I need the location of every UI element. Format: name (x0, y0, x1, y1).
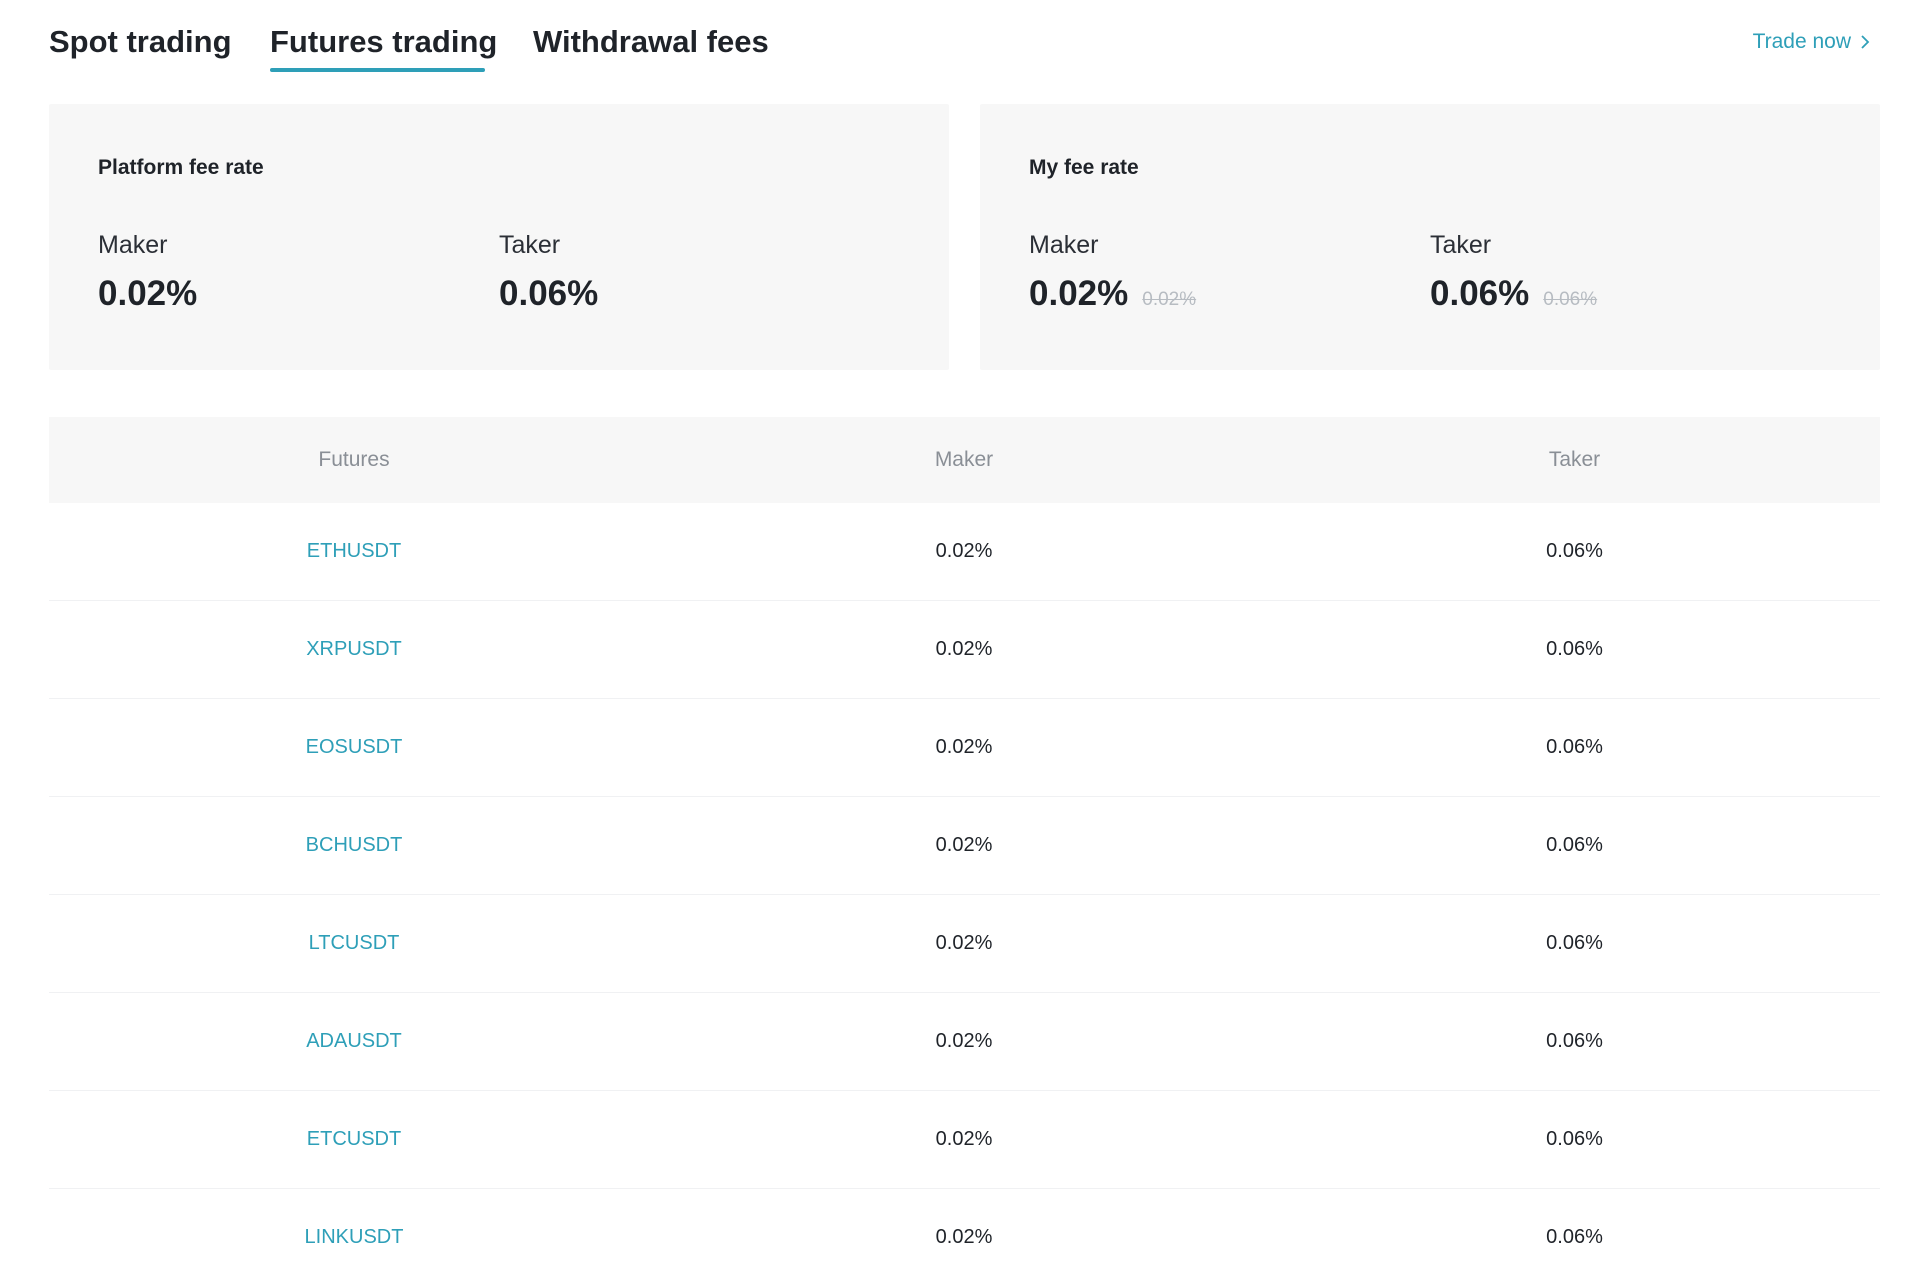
platform-maker-label: Maker (98, 231, 168, 259)
taker-cell: 0.06% (1546, 736, 1603, 758)
trade-now-label: Trade now (1752, 30, 1851, 53)
maker-cell: 0.02% (935, 1030, 993, 1052)
pair-link[interactable]: ETHUSDT (306, 540, 402, 562)
tab-withdrawal-fees[interactable]: Withdrawal fees (533, 24, 769, 59)
fee-tabs: Spot trading Futures trading Withdrawal … (49, 0, 1879, 80)
table-row: ADAUSDT 0.02% 0.06% (49, 993, 1880, 1091)
table-row: ETCUSDT 0.02% 0.06% (49, 1091, 1880, 1189)
trade-now-link[interactable]: Trade now (1753, 30, 1871, 54)
taker-cell: 0.06% (1546, 1226, 1603, 1248)
table-row: LTCUSDT 0.02% 0.06% (49, 895, 1880, 993)
my-maker-value: 0.02% (1029, 274, 1129, 313)
column-header-futures: Futures (318, 448, 390, 471)
my-taker-old-value: 0.06% (1543, 289, 1598, 310)
taker-cell: 0.06% (1546, 638, 1603, 660)
maker-cell: 0.02% (935, 932, 993, 954)
maker-cell: 0.02% (935, 540, 993, 562)
my-maker-block: Maker 0.02% 0.02% (1029, 230, 1196, 314)
platform-fee-card: Platform fee rate Maker 0.02% Taker 0.06… (49, 104, 949, 370)
maker-cell: 0.02% (935, 736, 993, 758)
my-maker-label: Maker (1029, 231, 1099, 259)
tab-futures-trading[interactable]: Futures trading (270, 24, 498, 59)
maker-cell: 0.02% (935, 638, 993, 660)
maker-cell: 0.02% (935, 1128, 993, 1150)
table-row: LINKUSDT 0.02% 0.06% (49, 1189, 1880, 1286)
pair-link[interactable]: XRPUSDT (306, 638, 402, 660)
maker-cell: 0.02% (935, 1226, 993, 1248)
table-row: BCHUSDT 0.02% 0.06% (49, 797, 1880, 895)
futures-fee-table: Futures Maker Taker ETHUSDT 0.02% 0.06% … (49, 417, 1880, 1286)
maker-cell: 0.02% (935, 834, 993, 856)
table-header: Futures Maker Taker (49, 417, 1880, 503)
tab-spot-trading[interactable]: Spot trading (49, 24, 232, 59)
chevron-right-icon (1861, 35, 1870, 49)
taker-cell: 0.06% (1546, 932, 1603, 954)
platform-taker-label: Taker (499, 231, 561, 259)
pair-link[interactable]: EOSUSDT (305, 736, 403, 758)
table-row: XRPUSDT 0.02% 0.06% (49, 601, 1880, 699)
pair-link[interactable]: LINKUSDT (304, 1226, 404, 1248)
taker-cell: 0.06% (1546, 1030, 1603, 1052)
platform-taker-value: 0.06% (499, 274, 599, 313)
my-taker-block: Taker 0.06% 0.06% (1430, 230, 1597, 314)
table-row: EOSUSDT 0.02% 0.06% (49, 699, 1880, 797)
platform-maker-block: Maker 0.02% (98, 230, 197, 314)
pair-link[interactable]: LTCUSDT (308, 932, 400, 954)
taker-cell: 0.06% (1546, 834, 1603, 856)
column-header-taker: Taker (1548, 448, 1601, 471)
pair-link[interactable]: ADAUSDT (306, 1030, 402, 1052)
my-fee-card: My fee rate Maker 0.02% 0.02% Taker 0.06… (980, 104, 1880, 370)
active-tab-indicator (270, 68, 485, 72)
taker-cell: 0.06% (1546, 540, 1603, 562)
taker-cell: 0.06% (1546, 1128, 1603, 1150)
my-fee-title: My fee rate (1029, 156, 1139, 179)
my-taker-value: 0.06% (1430, 274, 1530, 313)
platform-taker-block: Taker 0.06% (499, 230, 598, 314)
platform-fee-title: Platform fee rate (98, 156, 264, 179)
pair-link[interactable]: BCHUSDT (305, 834, 403, 856)
my-maker-old-value: 0.02% (1142, 289, 1197, 310)
platform-maker-value: 0.02% (98, 274, 198, 313)
table-row: ETHUSDT 0.02% 0.06% (49, 503, 1880, 601)
pair-link[interactable]: ETCUSDT (306, 1128, 402, 1150)
my-taker-label: Taker (1430, 231, 1492, 259)
column-header-maker: Maker (934, 448, 994, 471)
